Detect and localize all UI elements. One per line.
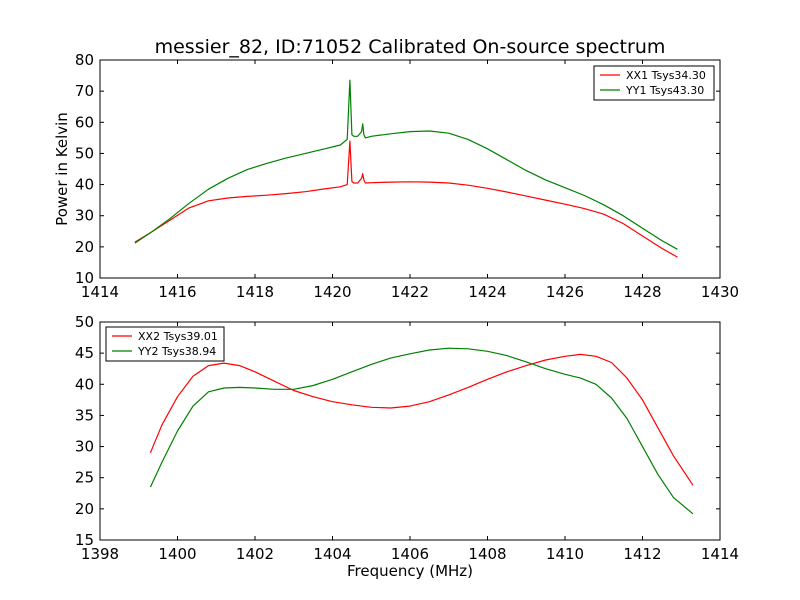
x-tick-label: 1406	[391, 545, 429, 563]
x-tick-label: 1410	[546, 545, 584, 563]
legend-box	[105, 326, 225, 362]
x-tick-label: 1422	[391, 283, 429, 301]
y-tick-label: 50	[75, 313, 94, 331]
x-tick-label: 1418	[236, 283, 274, 301]
y-tick-label: 30	[75, 438, 94, 456]
x-tick-label: 1412	[623, 545, 661, 563]
chart-panel-1: 1414 1416 1418 1420 1422 1424 1426 1428 1430 10 20…	[53, 51, 739, 301]
y-tick-label: 20	[75, 238, 94, 256]
y-tick-label: 80	[75, 51, 94, 69]
series-line-2-1	[149, 353, 694, 486]
y-tick-label: 25	[75, 469, 94, 487]
y-tick-label: 15	[75, 531, 94, 549]
x-tick-label: 1424	[468, 283, 506, 301]
y-tick-label: 10	[75, 269, 94, 287]
x-tick-label: 1402	[236, 545, 274, 563]
x-tick-label: 1400	[158, 545, 196, 563]
y-tick-label: 35	[75, 406, 94, 424]
y-tick-label: 60	[75, 113, 94, 131]
x-tick-label: 1428	[623, 283, 661, 301]
x-tick-label: 1404	[313, 545, 351, 563]
x-tick-label: 1426	[546, 283, 584, 301]
legend-label: XX1 Tsys34.30	[626, 69, 706, 82]
chart-panel-2: 1398 1400 1402 1404 1406 1408 1410 1412 1414 15 20…	[75, 313, 739, 580]
legend: XX1 Tsys34.30 YY1 Tsys43.30	[593, 65, 715, 101]
x-axis-label: Frequency (MHz)	[347, 562, 473, 580]
x-tick-label: 1398	[81, 545, 119, 563]
legend-box	[593, 65, 715, 101]
x-tick-label: 1414	[81, 283, 119, 301]
x-tick-label: 1430	[701, 283, 739, 301]
x-tick-label: 1420	[313, 283, 351, 301]
y-tick-label: 20	[75, 500, 94, 518]
y-tick-label: 40	[75, 375, 94, 393]
y-axis-label: Power in Kelvin	[53, 112, 71, 226]
series-line-2-2	[149, 347, 694, 515]
y-tick-label: 40	[75, 176, 94, 194]
x-tick-label: 1408	[468, 545, 506, 563]
y-tick-label: 30	[75, 207, 94, 225]
x-tick-label: 1416	[158, 283, 196, 301]
series-line-1-2	[134, 79, 678, 250]
x-tick-label: 1414	[701, 545, 739, 563]
y-tick-label: 45	[75, 344, 94, 362]
y-tick-label: 70	[75, 82, 94, 100]
legend-label: YY2 Tsys38.94	[137, 345, 216, 358]
legend-label: XX2 Tsys39.01	[138, 330, 218, 343]
y-tick-label: 50	[75, 144, 94, 162]
figure-title: messier_82, ID:71052 Calibrated On-sourc…	[155, 36, 666, 58]
series-line-1-1	[134, 140, 678, 258]
legend: XX2 Tsys39.01 YY2 Tsys38.94	[105, 326, 225, 362]
legend-label: YY1 Tsys43.30	[625, 84, 704, 97]
